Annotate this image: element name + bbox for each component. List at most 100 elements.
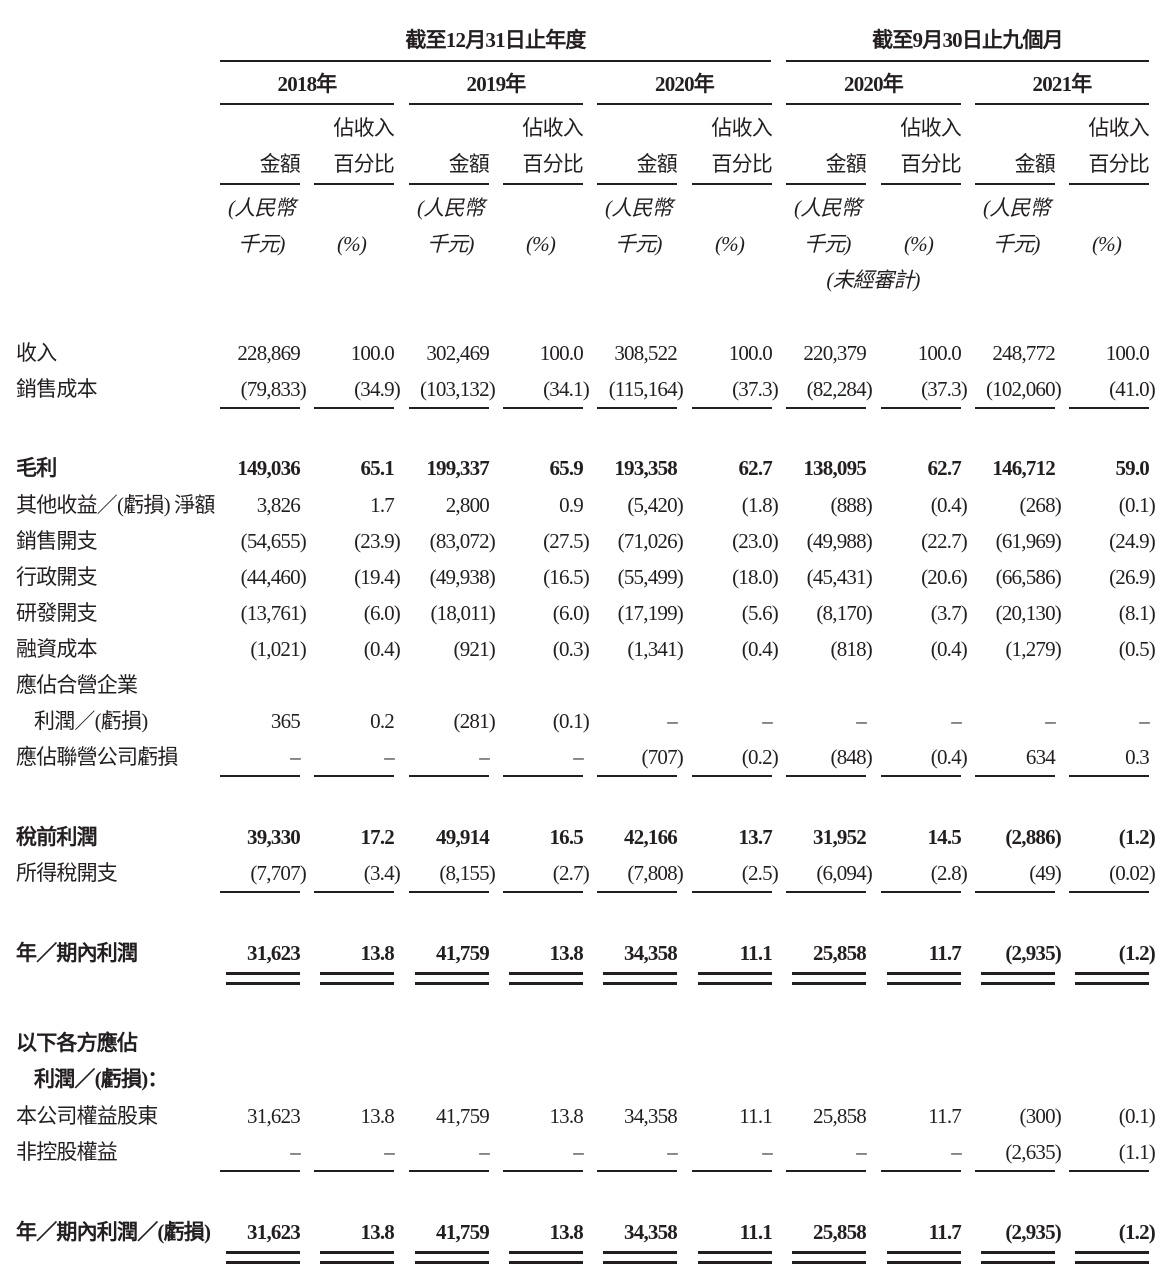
cell-value: 100.0 (917, 341, 962, 365)
cell-value: – (290, 1140, 300, 1164)
pct-cell: (0.4) (294, 636, 401, 662)
rule-line (220, 1170, 300, 1172)
row-label: 其他收益／(虧損) 淨額 (16, 493, 215, 517)
pct-cell: 17.2 (294, 824, 400, 850)
cell-value: (707) (641, 745, 684, 769)
rule-line (975, 891, 1055, 893)
year-header: 2020年 (844, 72, 904, 96)
row-label: 年／期內利潤 (16, 941, 138, 965)
cell-value: 31,623 (247, 1220, 301, 1244)
cell-value: (3.4) (363, 861, 401, 885)
pct-cell: – (672, 1139, 778, 1165)
cell-value: – (667, 1140, 677, 1164)
cell-value: 149,036 (237, 456, 300, 480)
rule-line (1075, 982, 1149, 985)
cell-value: 1.7 (370, 493, 395, 517)
rule-line (603, 982, 677, 985)
pct-cell: 0.2 (294, 708, 400, 734)
amount-cell: (6,094) (766, 860, 872, 886)
rule-line (1075, 1261, 1149, 1264)
cell-value: 41,759 (436, 941, 490, 965)
amount-cell: (49,988) (766, 528, 873, 554)
amount-cell: 41,759 (389, 940, 495, 966)
pct-cell: (1.1) (1049, 1139, 1156, 1165)
unit-amount-line2: 千元) (238, 232, 285, 256)
cell-value: (848) (830, 745, 873, 769)
pct-cell: 100.0 (861, 340, 967, 366)
cell-value: 41,759 (436, 1220, 490, 1244)
amount-cell: – (389, 744, 495, 770)
rule-line (603, 1261, 677, 1264)
amount-cell: (66,586) (955, 564, 1062, 590)
cell-value: (8,170) (816, 601, 872, 625)
rule-line (597, 891, 677, 893)
cell-value: (7,707) (250, 861, 306, 885)
cell-value: 11.7 (928, 1220, 962, 1244)
amount-cell: (8,170) (766, 600, 872, 626)
amount-cell: (115,164) (577, 376, 684, 402)
cell-value: 193,358 (614, 456, 677, 480)
amount-cell: (2,935) (955, 1219, 1061, 1245)
cell-value: (19.4) (354, 565, 401, 589)
rule-line (981, 972, 1055, 975)
pct-cell: (0.4) (672, 636, 779, 662)
amount-cell: (61,969) (955, 528, 1062, 554)
rule-line (786, 183, 866, 185)
cell-value: (20,130) (995, 601, 1062, 625)
row-label: 毛利 (16, 456, 57, 480)
rule-line (698, 1251, 772, 1254)
row-label: 研發開支 (16, 601, 98, 625)
unit-amount-line2: 千元) (993, 232, 1040, 256)
rule-line (415, 972, 489, 975)
pct-cell: 13.8 (483, 1219, 589, 1245)
pct-cell: – (294, 744, 400, 770)
cell-value: (1.2) (1118, 1220, 1156, 1244)
amount-cell: 365 (200, 708, 306, 734)
pct-cell: – (861, 1139, 967, 1165)
rule-line (698, 972, 772, 975)
pct-header-line2: 百分比 (1088, 152, 1149, 176)
rule-line (975, 407, 1055, 409)
pct-cell: (8.1) (1049, 600, 1156, 626)
amount-cell: 149,036 (200, 455, 306, 481)
row-label: 非控股權益 (16, 1140, 118, 1164)
amount-cell: 49,914 (389, 824, 495, 850)
cell-value: 302,469 (426, 341, 489, 365)
cell-value: (281) (453, 709, 496, 733)
cell-value: 49,914 (436, 825, 490, 849)
rule-line (881, 183, 961, 185)
rule-line (786, 891, 866, 893)
cell-value: (55,499) (617, 565, 684, 589)
pct-cell: (2.7) (483, 860, 590, 886)
cell-value: (37.3) (921, 377, 968, 401)
cell-value: (1,341) (627, 637, 683, 661)
cell-value: 62.7 (927, 456, 961, 480)
pct-cell: (1.2) (1049, 1219, 1156, 1245)
rule-line (1069, 183, 1149, 185)
rule-line (792, 1261, 866, 1264)
amount-cell: (49,938) (389, 564, 496, 590)
pct-cell: 0.9 (483, 492, 589, 518)
amount-cell: (281) (389, 708, 496, 734)
cell-value: 199,337 (426, 456, 489, 480)
rule-line (220, 60, 771, 62)
cell-value: 100.0 (728, 341, 773, 365)
amount-cell: (2,635) (955, 1139, 1061, 1165)
amount-cell: 25,858 (766, 940, 872, 966)
amount-cell: (5,420) (577, 492, 683, 518)
cell-value: (921) (453, 637, 496, 661)
cell-value: (8,155) (439, 861, 495, 885)
unaudited-note: (未經審計) (826, 268, 920, 292)
pct-cell: – (672, 708, 778, 734)
row-label: 稅前利潤 (16, 825, 98, 849)
row-label: 利潤／(虧損)： (34, 1067, 168, 1091)
rule-line (1069, 775, 1149, 777)
cell-value: (18.0) (732, 565, 779, 589)
cell-value: (0.3) (552, 637, 590, 661)
rule-line (320, 982, 394, 985)
pct-header-line2: 百分比 (711, 152, 772, 176)
rule-line (792, 982, 866, 985)
cell-value: (20.6) (921, 565, 968, 589)
cell-value: (54,655) (240, 529, 307, 553)
pct-header-line1: 佔收入 (1088, 116, 1149, 140)
